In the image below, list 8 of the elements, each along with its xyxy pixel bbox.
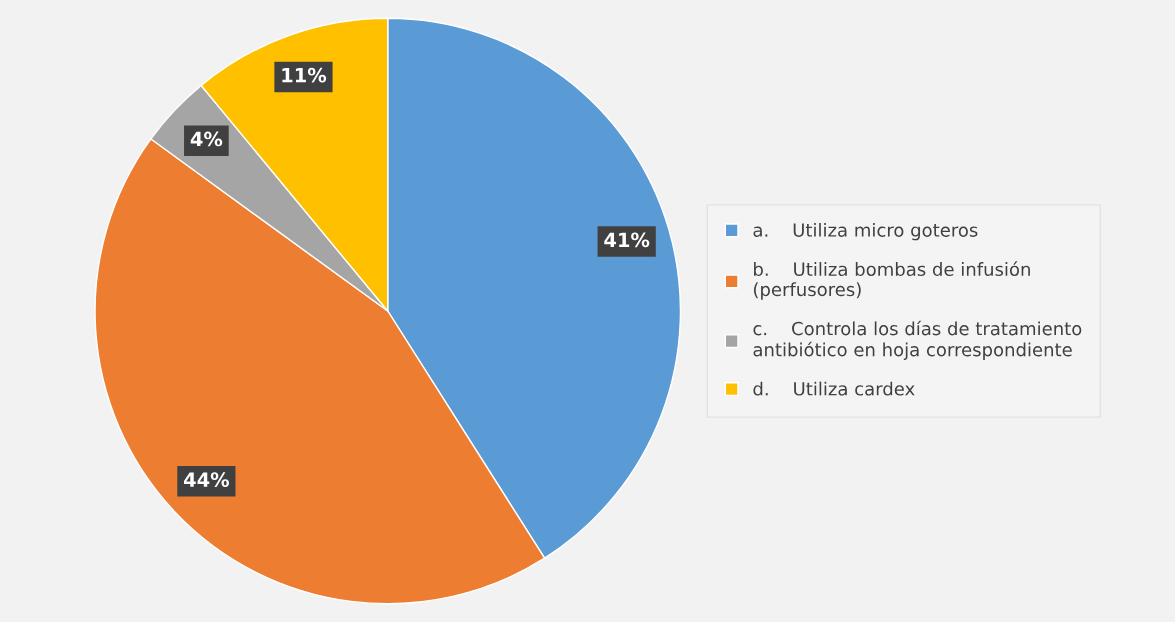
legend-label: b. Utiliza bombas de infusión (perfusores) bbox=[753, 261, 1030, 300]
legend-label: c. Controla los días de tratamiento antibiótico en hoja correspondiente bbox=[753, 320, 1082, 360]
data-label: 4% bbox=[190, 131, 223, 147]
legend-label: d. Utiliza cardex bbox=[753, 381, 915, 396]
data-label: 11% bbox=[282, 67, 327, 83]
data-label: 44% bbox=[183, 472, 230, 487]
data-label: 41% bbox=[604, 232, 650, 248]
legend-label: a. Utiliza micro goteros bbox=[753, 222, 978, 241]
